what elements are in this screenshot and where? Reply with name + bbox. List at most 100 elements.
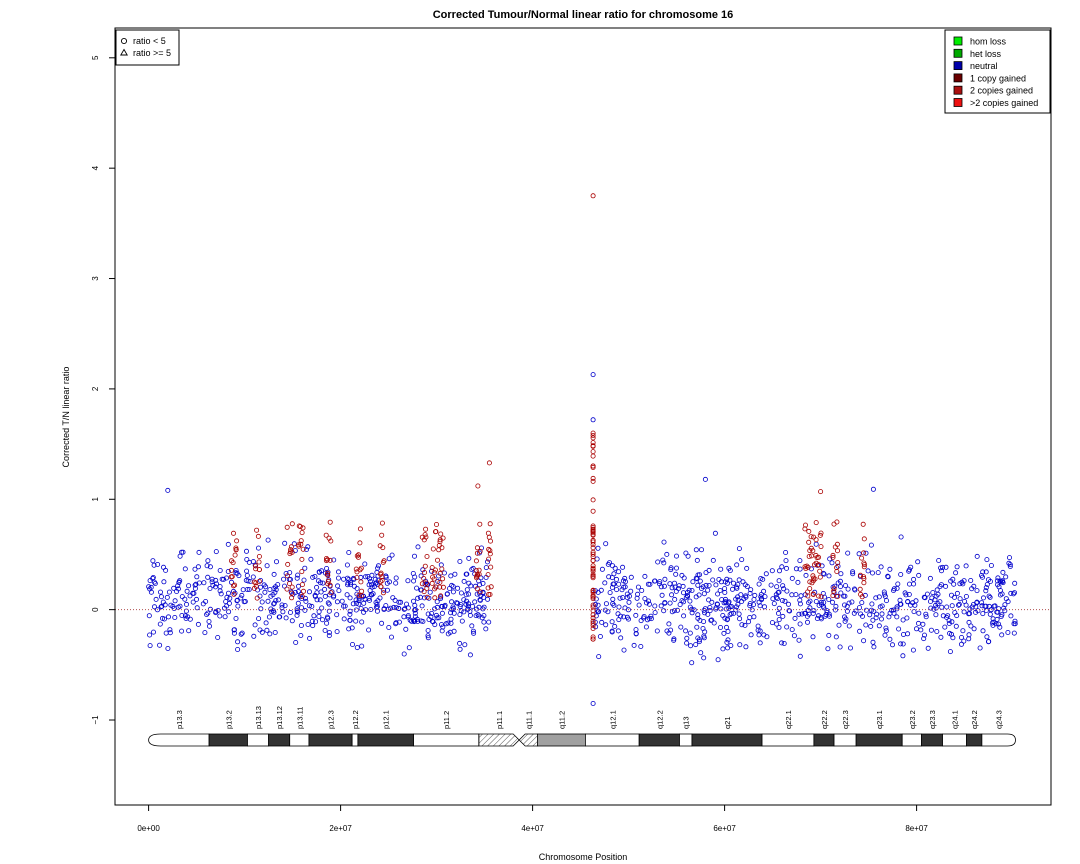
data-point xyxy=(477,521,483,527)
data-point xyxy=(234,538,240,544)
data-point xyxy=(422,532,428,538)
data-point xyxy=(298,538,304,544)
data-point xyxy=(747,601,753,607)
data-point xyxy=(369,592,375,598)
data-point xyxy=(396,606,402,612)
data-point xyxy=(805,619,811,625)
data-point xyxy=(590,193,596,199)
data-point xyxy=(743,644,749,650)
data-point xyxy=(616,581,622,587)
data-point xyxy=(661,539,667,545)
cytoband xyxy=(901,733,922,747)
data-point xyxy=(661,560,667,566)
data-point xyxy=(470,628,476,634)
data-point xyxy=(316,569,322,575)
data-point xyxy=(317,597,323,603)
data-point xyxy=(231,627,237,633)
data-point xyxy=(164,594,170,600)
data-point xyxy=(203,599,209,605)
data-point xyxy=(731,610,737,616)
data-point xyxy=(863,622,869,628)
data-point xyxy=(287,610,293,616)
data-point xyxy=(849,599,855,605)
data-point xyxy=(645,617,651,623)
data-point xyxy=(386,579,392,585)
data-point xyxy=(755,623,761,629)
data-point xyxy=(256,559,262,565)
data-point xyxy=(239,630,245,636)
data-point xyxy=(817,568,823,574)
data-point xyxy=(983,585,989,591)
data-point xyxy=(802,592,808,598)
data-point xyxy=(182,566,188,572)
data-point xyxy=(590,623,596,629)
data-point xyxy=(434,599,440,605)
cytoband-label: p12.2 xyxy=(351,710,360,729)
cytoband-label: p13.13 xyxy=(254,706,263,729)
data-point xyxy=(835,580,841,586)
data-point xyxy=(405,613,411,619)
data-point xyxy=(294,606,300,612)
data-point xyxy=(590,478,596,484)
data-point xyxy=(876,594,882,600)
data-point xyxy=(722,615,728,621)
data-point xyxy=(473,558,479,564)
data-point xyxy=(826,573,832,579)
data-point xyxy=(934,629,940,635)
data-point xyxy=(695,612,701,618)
data-point xyxy=(245,578,251,584)
data-point xyxy=(438,562,444,568)
data-point xyxy=(325,581,331,587)
data-point xyxy=(213,609,219,615)
data-point xyxy=(355,552,361,558)
data-point xyxy=(674,553,680,559)
data-point xyxy=(882,591,888,597)
data-point xyxy=(358,606,364,612)
neutral-points xyxy=(146,530,1018,666)
data-point xyxy=(257,627,263,633)
data-point xyxy=(303,547,309,553)
data-point xyxy=(697,578,703,584)
x-tick-label: 2e+07 xyxy=(329,824,352,833)
data-point xyxy=(357,526,363,532)
data-point xyxy=(987,611,993,617)
data-point xyxy=(631,642,637,648)
data-point xyxy=(616,604,622,610)
data-point xyxy=(949,603,955,609)
data-point xyxy=(999,632,1005,638)
cytoband-label: p13.11 xyxy=(295,707,304,729)
data-point xyxy=(419,581,425,587)
data-point xyxy=(743,593,749,599)
cytoband-label: p13.12 xyxy=(275,706,284,729)
data-point xyxy=(773,595,779,601)
data-point xyxy=(325,570,331,576)
data-point xyxy=(411,553,417,559)
data-point xyxy=(289,590,295,596)
data-point xyxy=(165,646,171,652)
data-point xyxy=(983,569,989,575)
data-point xyxy=(883,625,889,631)
cytoband xyxy=(813,733,835,747)
data-point xyxy=(832,607,838,613)
data-point xyxy=(783,558,789,564)
data-point xyxy=(590,701,596,707)
data-point xyxy=(689,660,695,666)
data-point xyxy=(796,611,802,617)
cytoband xyxy=(942,733,967,747)
data-point xyxy=(322,586,328,592)
data-point xyxy=(195,564,201,570)
data-point xyxy=(457,640,463,646)
data-point xyxy=(603,541,609,547)
y-tick-label: 5 xyxy=(91,55,100,60)
data-point xyxy=(324,566,330,572)
data-point xyxy=(310,623,316,629)
data-point xyxy=(148,584,154,590)
data-point xyxy=(466,555,472,561)
data-point xyxy=(437,570,443,576)
data-point xyxy=(436,615,442,621)
data-point xyxy=(463,592,469,598)
data-point xyxy=(357,540,363,546)
data-point xyxy=(684,640,690,646)
data-point xyxy=(318,589,324,595)
data-point xyxy=(830,599,836,605)
